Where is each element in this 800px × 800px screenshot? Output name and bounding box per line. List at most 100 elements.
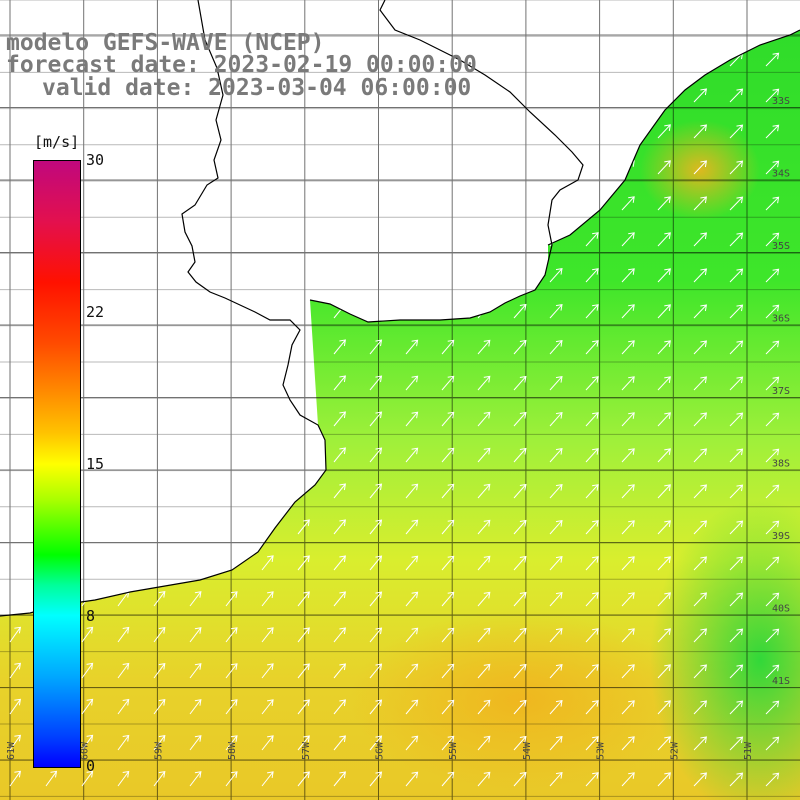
wind-arrow — [621, 196, 635, 211]
wind-arrow — [765, 160, 780, 175]
wind-arrow — [333, 771, 347, 787]
wind-arrow — [297, 339, 310, 355]
wind-arrow — [477, 447, 491, 463]
wind-arrow — [765, 304, 780, 319]
wind-arrow — [621, 484, 635, 499]
wind-arrow — [81, 734, 94, 751]
wind-arrow — [333, 30, 347, 31]
wind-arrow — [765, 340, 780, 355]
wind-arrow — [657, 628, 671, 643]
wind-arrow — [297, 30, 310, 31]
wind-arrow — [441, 447, 455, 463]
lon-label: 56W — [375, 741, 386, 760]
wind-arrow — [621, 700, 635, 715]
wind-arrow — [621, 268, 635, 283]
wind-arrow — [405, 267, 419, 283]
wind-arrow — [441, 771, 455, 787]
wind-arrow — [549, 411, 563, 427]
wind-arrow — [297, 663, 310, 679]
wind-arrow — [405, 483, 419, 499]
wind-arrow — [81, 662, 94, 679]
wind-arrow — [513, 231, 527, 247]
wind-arrow — [693, 30, 708, 31]
wind-arrow — [9, 626, 22, 643]
wind-arrow — [657, 268, 671, 283]
wind-arrow — [297, 771, 310, 787]
wind-arrow — [333, 195, 347, 211]
wind-arrow — [441, 411, 455, 427]
wind-arrow — [765, 30, 780, 31]
wind-arrow — [765, 772, 780, 787]
wind-arrow — [477, 411, 491, 427]
wind-arrow — [189, 627, 202, 643]
wind-arrow — [765, 196, 780, 211]
wind-arrow — [729, 196, 744, 211]
wind-arrow — [81, 770, 94, 787]
wind-arrow — [621, 304, 635, 319]
wind-arrow — [657, 88, 671, 103]
wind-arrow — [585, 124, 599, 139]
model-title: modelo GEFS-WAVE (NCEP) — [6, 30, 325, 56]
wind-arrow — [369, 699, 383, 715]
wind-arrow — [513, 195, 527, 211]
wind-arrow — [765, 736, 780, 751]
wind-arrow — [621, 556, 635, 571]
lat-label: 37S — [772, 386, 790, 397]
wind-arrow — [441, 699, 455, 715]
wind-arrow — [369, 159, 383, 175]
wind-arrow — [657, 160, 671, 175]
wind-arrow — [117, 734, 130, 751]
wind-arrow — [513, 159, 527, 175]
wind-arrow — [225, 663, 238, 679]
wind-arrow — [261, 303, 274, 319]
wind-arrow — [153, 662, 166, 679]
wind-arrow — [549, 627, 563, 643]
coastline-estuary — [309, 0, 584, 323]
wind-arrow — [657, 124, 671, 139]
wind-arrow — [621, 412, 635, 427]
wind-arrow — [729, 268, 744, 283]
valid-date: valid date: 2023-03-04 06:00:00 — [42, 75, 472, 101]
wind-arrow — [549, 483, 563, 499]
wind-arrow — [189, 735, 202, 751]
lat-label: 34S — [772, 169, 790, 180]
wind-arrow — [693, 124, 708, 139]
wind-arrow — [297, 195, 310, 211]
wind-arrow — [657, 484, 671, 499]
wind-arrow — [513, 339, 527, 355]
wind-arrow — [657, 700, 671, 715]
wind-arrow — [693, 88, 708, 103]
wind-arrow — [585, 520, 599, 535]
wind-arrow — [549, 267, 563, 283]
wind-arrow — [405, 663, 419, 679]
wind-arrow — [225, 627, 238, 643]
wind-arrow — [369, 267, 383, 283]
wind-arrow — [693, 304, 708, 319]
wind-arrow — [153, 734, 166, 751]
wind-arrow — [585, 196, 599, 211]
wind-arrow — [621, 448, 635, 463]
wind-arrow — [477, 555, 491, 571]
wind-arrow — [333, 339, 347, 355]
wind-arrow — [621, 124, 635, 139]
lat-label: 38S — [772, 459, 790, 470]
wind-arrow — [657, 232, 671, 247]
wind-arrow — [549, 699, 563, 715]
wind-arrow — [729, 592, 744, 607]
wind-arrow — [333, 735, 347, 751]
wind-arrow — [369, 339, 383, 355]
wind-arrow — [585, 160, 599, 175]
wind-arrow — [477, 699, 491, 715]
wind-arrow — [729, 412, 744, 427]
wind-arrow — [297, 627, 310, 643]
wind-arrow — [333, 699, 347, 715]
wind-arrow — [117, 770, 130, 787]
wind-arrow — [765, 628, 780, 643]
lat-label: 35S — [772, 241, 790, 252]
lon-label: 59W — [153, 741, 164, 760]
wind-arrow — [621, 664, 635, 679]
wind-arrow — [261, 123, 274, 139]
wind-arrow — [369, 483, 383, 499]
